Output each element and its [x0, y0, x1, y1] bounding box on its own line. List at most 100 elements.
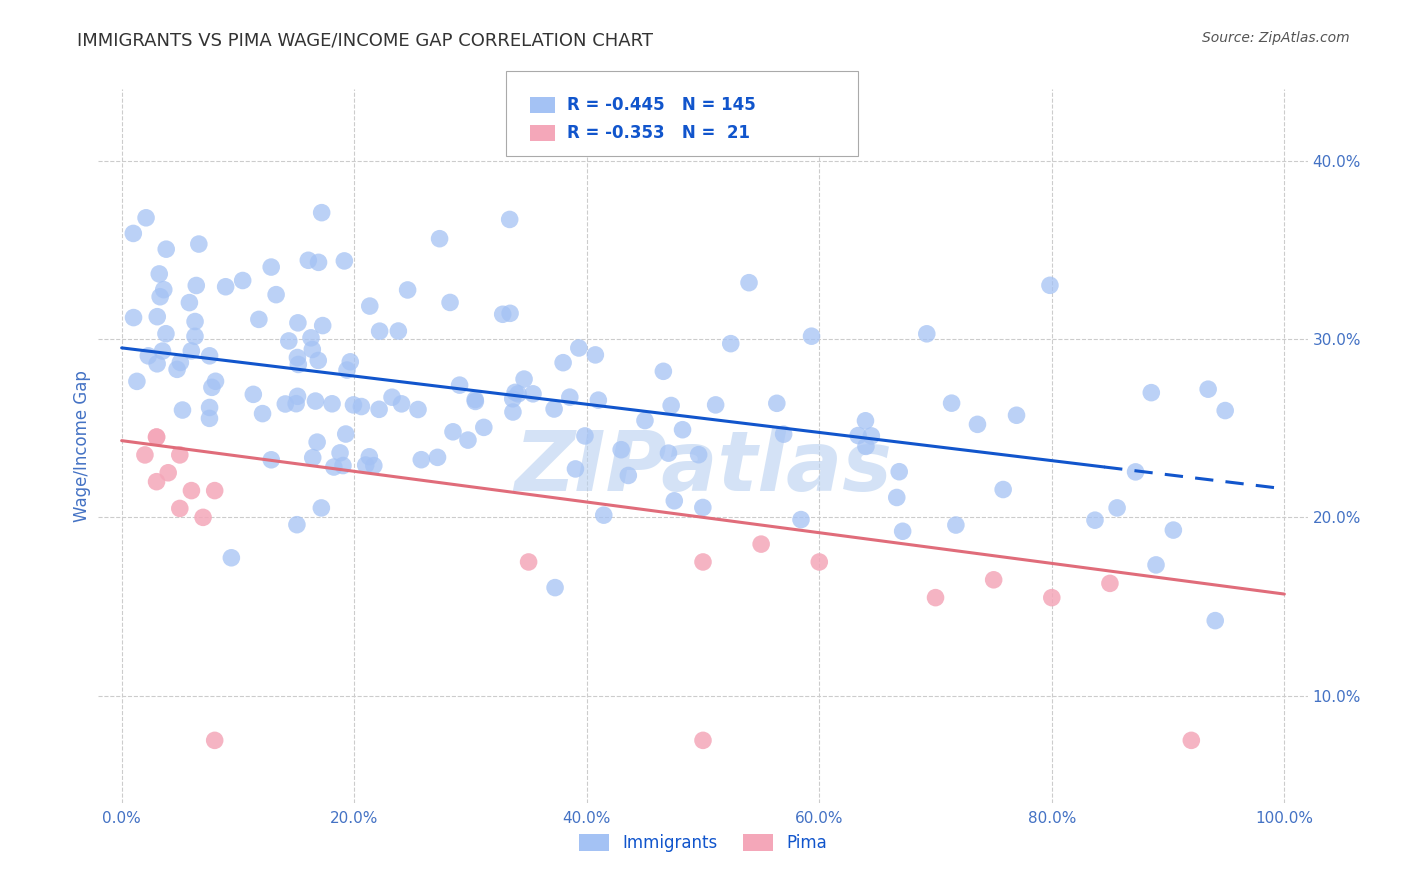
Point: [499, 212, 522, 227]
Point: [287, 351, 309, 365]
Point: [186, 278, 208, 293]
Point: [945, 518, 967, 533]
Point: [583, 348, 606, 362]
Point: [321, 397, 343, 411]
Point: [312, 318, 335, 333]
Point: [671, 423, 693, 437]
Point: [180, 483, 202, 498]
Point: [333, 254, 356, 268]
Point: [429, 232, 451, 246]
Point: [610, 442, 633, 457]
Point: [1084, 513, 1107, 527]
Point: [204, 733, 226, 747]
Point: [889, 465, 911, 479]
Point: [135, 211, 157, 225]
Point: [198, 411, 221, 425]
Y-axis label: Wage/Income Gap: Wage/Income Gap: [73, 370, 91, 522]
Legend: Immigrants, Pima: Immigrants, Pima: [572, 827, 834, 859]
Point: [941, 396, 963, 410]
Point: [301, 343, 323, 357]
Point: [172, 403, 194, 417]
Point: [513, 372, 536, 386]
Point: [252, 407, 274, 421]
Point: [617, 468, 640, 483]
Point: [301, 450, 323, 465]
Point: [502, 392, 524, 406]
Point: [800, 329, 823, 343]
Point: [457, 433, 479, 447]
Point: [307, 435, 329, 450]
Point: [354, 458, 377, 472]
Point: [169, 448, 191, 462]
Point: [184, 314, 207, 328]
Point: [285, 397, 308, 411]
Point: [517, 555, 540, 569]
Point: [1039, 278, 1062, 293]
Text: R = -0.353   N =  21: R = -0.353 N = 21: [567, 124, 749, 142]
Point: [860, 429, 883, 443]
Text: R = -0.445   N = 145: R = -0.445 N = 145: [567, 95, 755, 113]
Text: ZIPatlas: ZIPatlas: [515, 427, 891, 508]
Point: [125, 375, 148, 389]
Point: [339, 355, 361, 369]
Point: [692, 733, 714, 747]
Point: [201, 380, 224, 394]
Point: [274, 397, 297, 411]
Point: [368, 324, 391, 338]
Point: [198, 349, 221, 363]
Point: [179, 295, 201, 310]
Point: [891, 524, 914, 539]
Point: [790, 512, 813, 526]
Text: IMMIGRANTS VS PIMA WAGE/INCOME GAP CORRELATION CHART: IMMIGRANTS VS PIMA WAGE/INCOME GAP CORRE…: [77, 31, 654, 49]
Point: [1125, 465, 1147, 479]
Point: [368, 402, 391, 417]
Point: [134, 448, 156, 462]
Point: [311, 205, 333, 219]
Point: [738, 276, 761, 290]
Point: [396, 283, 419, 297]
Point: [242, 387, 264, 401]
Point: [592, 508, 614, 523]
Point: [886, 491, 908, 505]
Point: [198, 401, 221, 415]
Point: [145, 430, 167, 444]
Point: [411, 452, 433, 467]
Point: [966, 417, 988, 432]
Point: [1040, 591, 1063, 605]
Point: [342, 398, 364, 412]
Point: [299, 331, 322, 345]
Point: [503, 385, 526, 400]
Point: [136, 349, 159, 363]
Point: [1098, 576, 1121, 591]
Point: [406, 402, 429, 417]
Point: [145, 430, 167, 444]
Point: [149, 290, 172, 304]
Point: [148, 267, 170, 281]
Point: [204, 483, 226, 498]
Point: [855, 439, 877, 453]
Point: [657, 446, 679, 460]
Point: [991, 483, 1014, 497]
Point: [336, 363, 359, 377]
Point: [439, 295, 461, 310]
Point: [652, 364, 675, 378]
Point: [564, 462, 586, 476]
Point: [502, 405, 524, 419]
Point: [1213, 403, 1236, 417]
Point: [155, 242, 177, 256]
Point: [285, 517, 308, 532]
Point: [332, 458, 354, 473]
Point: [359, 299, 381, 313]
Point: [221, 550, 243, 565]
Point: [260, 452, 283, 467]
Point: [322, 460, 344, 475]
Point: [287, 358, 309, 372]
Point: [692, 555, 714, 569]
Point: [983, 573, 1005, 587]
Point: [1197, 382, 1219, 396]
Point: [692, 500, 714, 515]
Point: [381, 390, 404, 404]
Point: [350, 400, 373, 414]
Point: [1163, 523, 1185, 537]
Point: [749, 537, 772, 551]
